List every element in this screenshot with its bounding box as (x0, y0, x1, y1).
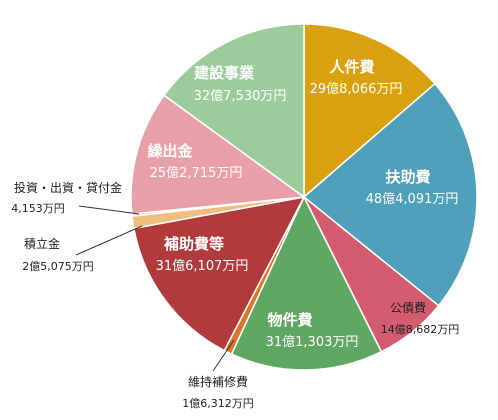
pie-slice (133, 196, 305, 352)
pie-slice (303, 83, 478, 307)
slice-value-label: 29億8,066万円 (310, 81, 403, 97)
slice-label: 建設事業 (194, 64, 255, 82)
slice-value-label: 2億5,075万円 (22, 260, 94, 273)
pie-slice (303, 23, 436, 198)
leader-line (78, 205, 140, 215)
slice-value-label: 48億4,091万円 (366, 191, 459, 207)
slice-value-label: 1億6,312万円 (182, 397, 254, 410)
slice-value-label: 31億6,107万円 (156, 258, 249, 274)
slice-label: 扶助費 (385, 168, 430, 186)
pie-slice (230, 196, 383, 371)
slice-label: 公債費 (390, 300, 426, 315)
slice-label: 投資・出資・貸付金 (14, 180, 122, 195)
leader-line (212, 339, 235, 372)
pie-slice (130, 94, 305, 215)
slice-label: 補助費等 (163, 235, 224, 253)
slice-label: 繰出金 (147, 142, 193, 160)
slice-value-label: 14億8,682万円 (381, 323, 460, 336)
leader-line (75, 225, 143, 256)
pie-slice (163, 23, 305, 198)
slice-label: 人件費 (329, 58, 374, 76)
slice-label: 積立金 (24, 236, 60, 251)
slice-value-label: 32億7,530万円 (194, 88, 287, 104)
slice-value-label: 31億1,303万円 (266, 334, 359, 350)
pie-slices (130, 23, 478, 371)
slice-value-label: 25億2,715万円 (150, 165, 243, 181)
slice-label: 物件費 (267, 311, 312, 329)
slice-value-label: 4,153万円 (11, 202, 65, 215)
slice-label: 維持補修費 (188, 374, 248, 389)
